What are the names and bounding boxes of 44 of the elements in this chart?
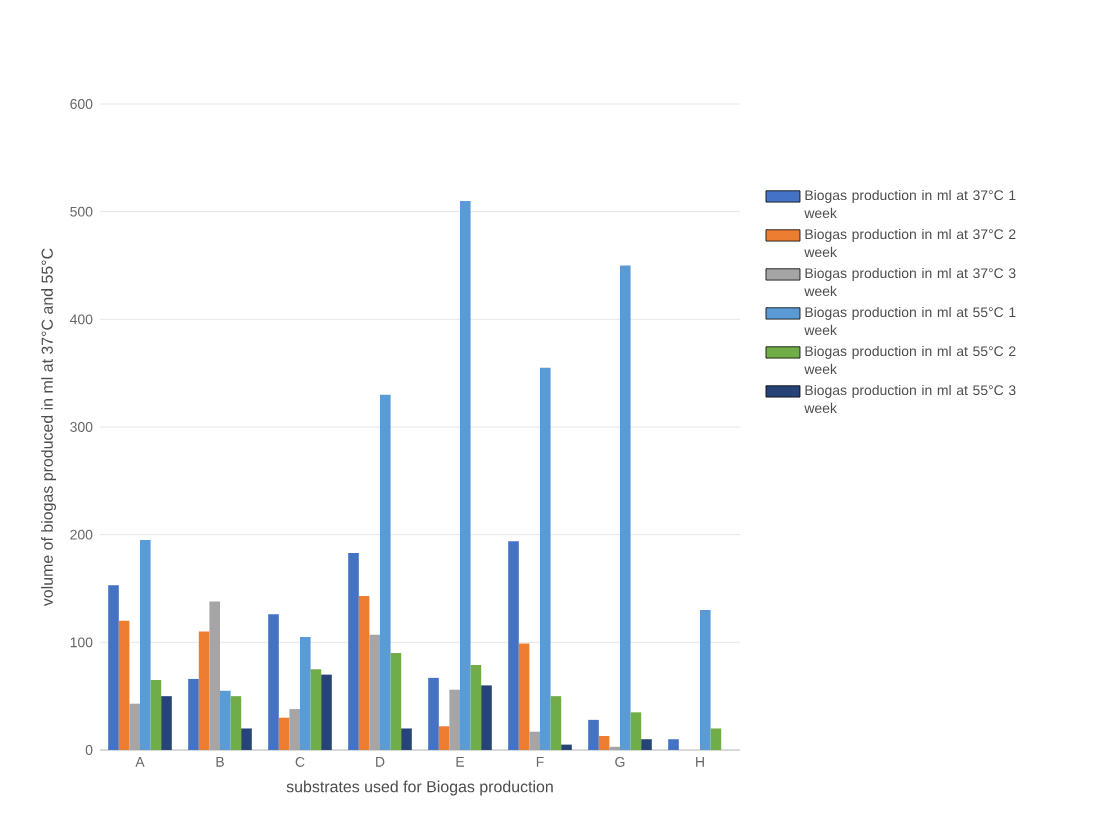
bar bbox=[310, 669, 322, 750]
bar bbox=[481, 685, 492, 750]
bar bbox=[380, 394, 391, 750]
bar bbox=[630, 712, 642, 750]
bar bbox=[140, 540, 151, 750]
bar bbox=[300, 636, 311, 750]
bar bbox=[161, 696, 172, 750]
bar bbox=[220, 690, 231, 750]
bar bbox=[268, 614, 279, 750]
bar bbox=[321, 674, 332, 750]
bar bbox=[188, 678, 199, 750]
bar bbox=[668, 739, 679, 750]
bar bbox=[641, 739, 652, 750]
bar bbox=[438, 726, 450, 750]
bar bbox=[198, 631, 210, 750]
bar bbox=[278, 717, 290, 750]
bar bbox=[518, 643, 530, 750]
bar bbox=[129, 703, 140, 750]
bar bbox=[710, 728, 722, 750]
bar bbox=[230, 696, 242, 750]
bar bbox=[508, 541, 519, 750]
bar bbox=[588, 719, 599, 750]
bar bbox=[561, 744, 572, 750]
bar bbox=[108, 585, 119, 750]
bar bbox=[428, 677, 439, 750]
bar bbox=[459, 200, 471, 750]
bar bbox=[401, 728, 412, 750]
bar bbox=[150, 680, 162, 750]
bar bbox=[529, 731, 540, 750]
bar bbox=[289, 709, 300, 750]
bar bbox=[550, 696, 562, 750]
bar bbox=[118, 620, 130, 750]
bar bbox=[369, 634, 380, 750]
bar bbox=[390, 653, 402, 750]
bar bbox=[358, 596, 370, 750]
bar bbox=[449, 689, 460, 750]
bar bbox=[348, 552, 359, 750]
bar bbox=[209, 601, 220, 750]
bar bbox=[241, 728, 252, 750]
bar bbox=[470, 664, 482, 750]
bar bbox=[699, 610, 711, 750]
bar bbox=[598, 736, 610, 750]
bar bbox=[539, 367, 551, 750]
bar bbox=[619, 265, 631, 750]
